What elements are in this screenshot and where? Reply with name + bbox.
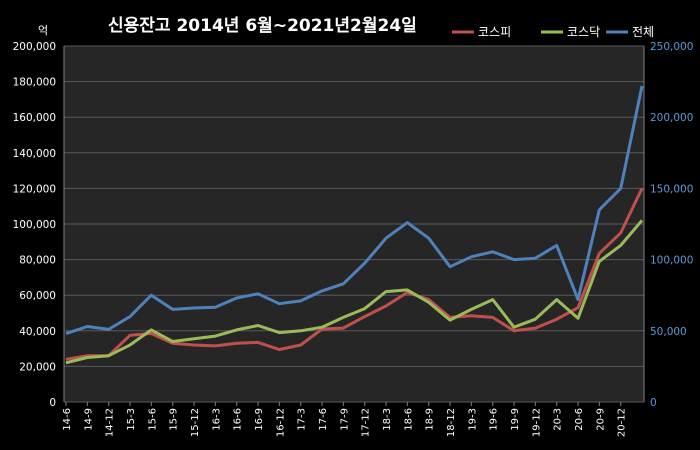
x-tick-label: 16-6 [233, 408, 244, 431]
x-tick-label: 14-9 [83, 408, 94, 431]
x-tick-label: 18-9 [425, 408, 436, 431]
x-tick-label: 14-6 [62, 408, 73, 431]
legend-label: 코스피 [478, 25, 511, 39]
x-tick-label: 19-3 [467, 408, 478, 431]
y-tick-label-right: 200,000 [650, 112, 693, 124]
x-tick-label: 17-6 [318, 408, 329, 431]
legend: 코스피 코스닥 전체 [452, 25, 654, 39]
y-tick-label: 0 [49, 397, 56, 409]
y-tick-label: 80,000 [19, 255, 56, 267]
y-tick-label: 160,000 [13, 112, 56, 124]
legend-label: 전체 [632, 25, 654, 39]
x-tick-label: 20-12 [617, 408, 628, 437]
y-tick-label: 120,000 [13, 183, 56, 195]
y-tick-label: 60,000 [19, 290, 56, 302]
y-axis-left: 0 20,000 40,000 60,000 80,000 100,000 120,000 1… [13, 41, 56, 409]
y-tick-label: 180,000 [13, 77, 56, 89]
y-tick-label: 140,000 [13, 148, 56, 160]
grid [63, 45, 645, 403]
x-tick-label: 17-9 [339, 408, 350, 431]
y-tick-label-right: 50,000 [650, 326, 687, 338]
x-tick-label: 14-12 [105, 408, 116, 437]
series-group [65, 85, 644, 365]
x-tick-label: 16-3 [211, 408, 222, 431]
x-tick-label: 17-12 [361, 408, 372, 437]
x-tick-label: 20-3 [553, 408, 564, 431]
chart-title: 신용잔고 2014년 6월~2021년2월24일 [108, 16, 417, 36]
x-tick-label: 15-3 [126, 408, 137, 431]
x-tick-label: 19-9 [510, 408, 521, 431]
y-axis-right: 0 50,000 100,000 150,000 200,000 250,000 [650, 41, 693, 409]
x-tick-label: 18-12 [446, 408, 457, 437]
y-tick-label: 100,000 [13, 219, 56, 231]
y-tick-label-right: 100,000 [650, 255, 693, 267]
x-tick-label: 20-9 [595, 408, 606, 431]
x-tick-label: 18-6 [403, 408, 414, 431]
x-tick-label: 19-12 [531, 408, 542, 437]
y-tick-label: 20,000 [19, 361, 56, 373]
x-tick-label: 17-3 [297, 408, 308, 431]
y-tick-label-right: 150,000 [650, 183, 693, 195]
y-tick-label-right: 0 [650, 397, 657, 409]
x-tick-label: 15-6 [147, 408, 158, 431]
y-tick-label-right: 250,000 [650, 41, 693, 53]
legend-label: 코스닥 [567, 25, 600, 39]
x-tick-label: 16-12 [275, 408, 286, 437]
y-unit-label: 억 [38, 24, 48, 37]
series-line-코스닥 [65, 219, 644, 365]
x-tick-label: 15-9 [169, 408, 180, 431]
series-line-코스피 [65, 187, 644, 361]
y-tick-label: 200,000 [13, 41, 56, 53]
x-axis: 14-6 14-9 14-12 15-3 15-6 15-9 15-12 16-3 16-6 16… [62, 402, 628, 437]
x-tick-label: 16-9 [254, 408, 265, 431]
x-tick-label: 15-12 [190, 408, 201, 437]
x-tick-label: 20-6 [574, 408, 585, 431]
y-tick-label: 40,000 [19, 326, 56, 338]
x-tick-label: 18-3 [382, 408, 393, 431]
x-tick-label: 19-6 [489, 408, 500, 431]
series-line-전체 [65, 85, 644, 336]
